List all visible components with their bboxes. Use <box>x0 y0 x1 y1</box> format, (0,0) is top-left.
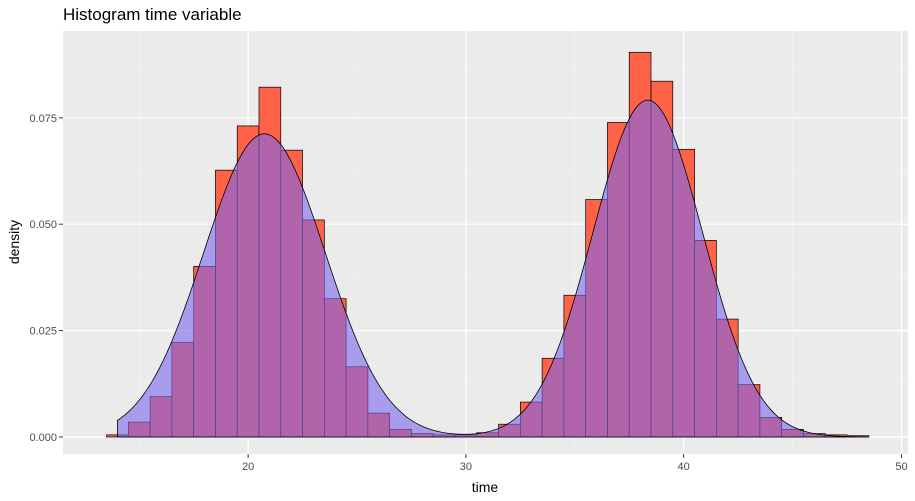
x-tick-labels: 20 30 40 50 <box>242 461 908 473</box>
chart-title: Histogram time variable <box>63 5 242 24</box>
density-curve <box>117 99 870 438</box>
y-tick-label-3: 0.075 <box>29 113 57 125</box>
x-tick-label-2: 40 <box>678 461 690 473</box>
x-axis-label: time <box>472 479 499 495</box>
y-axis-label: density <box>6 220 22 264</box>
axis-ticks <box>59 117 902 458</box>
x-tick-label-0: 20 <box>242 461 254 473</box>
y-tick-label-1: 0.025 <box>29 326 57 338</box>
y-tick-labels: 0.000 0.025 0.050 0.075 <box>29 113 57 444</box>
x-tick-label-3: 50 <box>895 461 907 473</box>
y-tick-label-2: 0.050 <box>29 219 57 231</box>
y-tick-label-0: 0.000 <box>29 432 57 444</box>
x-tick-label-1: 30 <box>460 461 472 473</box>
